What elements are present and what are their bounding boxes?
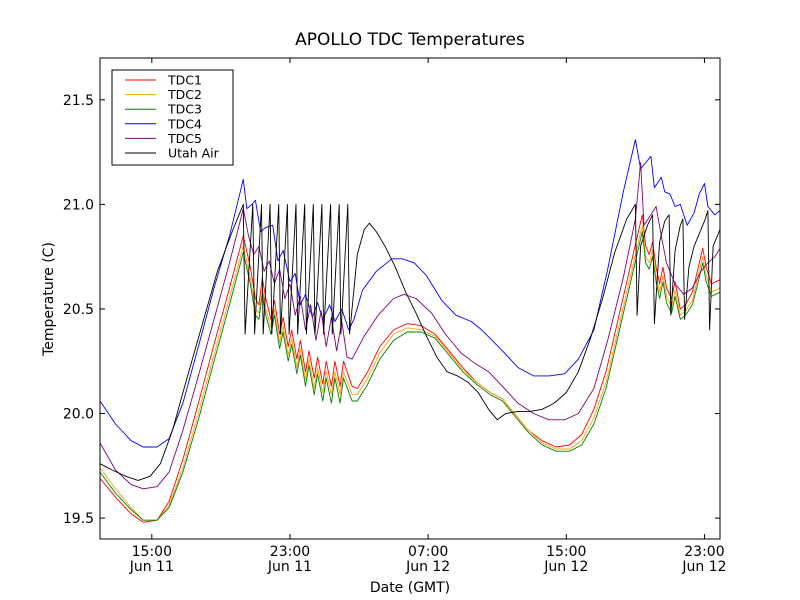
series-line-tdc3 — [100, 231, 720, 521]
y-tick-label: 20.0 — [63, 407, 94, 423]
series-line-tdc5 — [100, 162, 720, 490]
x-tick-label-date: Jun 11 — [267, 559, 312, 575]
legend-label-tdc3: TDC3 — [167, 102, 202, 117]
x-tick-label-date: Jun 12 — [405, 559, 450, 575]
legend-label-utah-air: Utah Air — [168, 146, 220, 161]
x-tick-label-time: 23:00 — [270, 544, 310, 560]
series-line-tdc4 — [100, 139, 720, 448]
x-tick-label-time: 07:00 — [408, 544, 448, 560]
legend-label-tdc1: TDC1 — [167, 73, 202, 88]
x-axis-label: Date (GMT) — [370, 580, 450, 596]
y-axis-label: Temperature (C) — [41, 242, 57, 357]
x-tick-label-time: 15:00 — [132, 544, 172, 560]
x-tick-label-time: 23:00 — [684, 544, 724, 560]
y-axis: 19.5 20.0 20.5 21.0 21.5 — [63, 93, 720, 527]
legend-label-tdc2: TDC2 — [167, 87, 202, 102]
y-tick-label: 19.5 — [63, 511, 94, 527]
x-tick-label-date: Jun 11 — [129, 559, 174, 575]
series-line-tdc2 — [100, 224, 720, 521]
series-line-utah-air — [100, 203, 720, 481]
x-tick-label-time: 15:00 — [546, 544, 586, 560]
y-tick-label: 21.5 — [63, 93, 94, 109]
legend-box — [111, 69, 234, 166]
x-tick-label-date: Jun 12 — [681, 559, 726, 575]
x-tick-label-date: Jun 12 — [543, 559, 588, 575]
chart-title: APOLLO TDC Temperatures — [295, 30, 525, 50]
plot-area-frame — [99, 57, 721, 540]
y-tick-label: 20.5 — [63, 302, 94, 318]
y-tick-label: 21.0 — [63, 197, 94, 213]
series-layer — [100, 139, 720, 523]
legend-label-tdc4: TDC4 — [167, 116, 202, 131]
legend-label-tdc5: TDC5 — [167, 131, 202, 146]
